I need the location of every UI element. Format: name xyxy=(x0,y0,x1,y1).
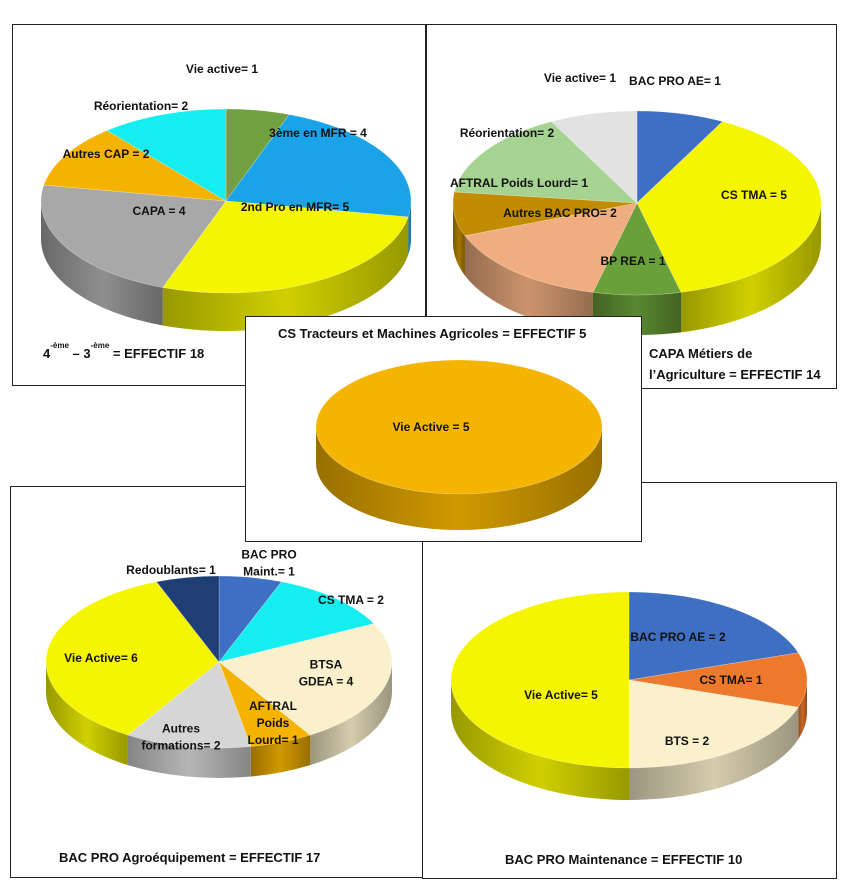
slice-label: Vie active= 1 xyxy=(544,71,616,85)
slice-label: BAC PRO AE = 2 xyxy=(630,630,726,644)
slice-label: CS TMA= 1 xyxy=(699,673,762,687)
pie-slice xyxy=(162,200,409,294)
slice-label: Réorientation= 2 xyxy=(94,99,189,113)
pie-slice xyxy=(550,110,638,204)
pie-slice-side xyxy=(162,216,409,331)
chart-title: 4-ème – 3-ème = EFFECTIF 18 xyxy=(43,341,205,364)
pie-slice xyxy=(155,575,220,663)
pie-slice-side xyxy=(41,201,163,326)
slice-label: Redoublants= 1 xyxy=(126,563,216,577)
chart-panel-4eme-3eme: Vie active= 1 3ème en MFR = 4 2nd Pro en M… xyxy=(12,24,426,386)
slice-label: BTSA GDEA = 4 xyxy=(299,658,354,689)
pie-chart: BAC PRO AE= 1 CS TMA = 5 BP REA = 1 Autres … xyxy=(450,71,822,336)
slice-label: Vie Active= 5 xyxy=(524,688,598,702)
pie-slice xyxy=(464,202,638,293)
slice-label: AFTRAL Poids Lourd= 1 xyxy=(247,699,298,747)
slice-label: CS TMA = 5 xyxy=(721,188,787,202)
pie-slice-side xyxy=(464,235,593,333)
pie-slice xyxy=(127,661,252,749)
slice-label: BTS = 2 xyxy=(665,734,710,748)
pie-slice xyxy=(450,591,630,769)
slice-label: Vie active= 1 xyxy=(186,62,258,76)
chart-title: BAC PRO Agroéquipement = EFFECTIF 17 xyxy=(59,850,321,865)
slice-label: Vie Active= 6 xyxy=(64,651,138,665)
slice-label: BP REA = 1 xyxy=(600,254,665,268)
slice-label: Réorientation= 2 xyxy=(460,126,555,140)
title-line: l’Agriculture = EFFECTIF 14 xyxy=(649,367,821,382)
slice-label: CAPA = 4 xyxy=(132,204,185,218)
pie-slice-side xyxy=(681,203,821,333)
pie-slice xyxy=(592,202,682,296)
pie-slice xyxy=(218,661,311,747)
pie-slice xyxy=(315,359,603,495)
slice-label: Vie Active = 5 xyxy=(392,420,469,434)
title-sup: -ème xyxy=(50,341,69,350)
title-sup: -ème xyxy=(90,341,110,350)
chart-panel-bac-pro-maintenance: BAC PRO AE = 2 CS TMA= 1 BTS = 2 Vie Active… xyxy=(422,482,837,879)
pie-slice xyxy=(40,184,227,288)
title-part: – 3 xyxy=(68,346,91,361)
slice-label: Autres CAP = 2 xyxy=(63,147,150,161)
pie-slice-side xyxy=(798,680,807,740)
pie-chart: Vie active= 1 3ème en MFR = 4 2nd Pro en M… xyxy=(40,62,412,331)
slice-label: AFTRAL Poids Lourd= 1 xyxy=(450,176,588,190)
pie-chart: Vie Active = 5 xyxy=(315,359,603,530)
pie-chart: BAC PRO Maint.= 1 CS TMA = 2 BTSA GDEA = 4AF… xyxy=(45,548,393,778)
title-line: CAPA Métiers de xyxy=(649,346,753,361)
pie-slice xyxy=(453,121,638,204)
slice-label: Autres formations= 2 xyxy=(141,722,220,753)
slice-label: Autres BAC PRO= 2 xyxy=(503,206,617,220)
pie-slice xyxy=(628,591,799,681)
title-part: 4 xyxy=(43,346,51,361)
pie-slice-side xyxy=(127,735,251,778)
pie-slice xyxy=(45,581,220,736)
pie-slice-side xyxy=(316,427,602,530)
pie-slice xyxy=(218,581,375,663)
title-part: = EFFECTIF 18 xyxy=(109,346,205,361)
slice-label: CS TMA = 2 xyxy=(318,593,384,607)
pie-slice xyxy=(43,130,227,202)
pie-slice xyxy=(225,108,290,202)
pie-slice xyxy=(628,652,808,708)
pie-slice-side xyxy=(408,201,411,255)
slice-label: BAC PRO AE= 1 xyxy=(629,74,721,88)
pie-slice xyxy=(636,110,724,204)
pie-slice-side xyxy=(453,203,465,276)
chart-title: CS Tracteurs et Machines Agricoles = EFF… xyxy=(278,326,587,341)
pie-slice-side xyxy=(46,662,128,766)
slice-label: 2nd Pro en MFR= 5 xyxy=(241,200,350,214)
pie-slice xyxy=(628,679,799,769)
pie-slice-side xyxy=(310,662,392,766)
pie-slice-side xyxy=(451,680,629,800)
chart-title: CAPA Métiers de l’Agriculture = EFFECTIF… xyxy=(649,343,821,385)
chart-title: BAC PRO Maintenance = EFFECTIF 10 xyxy=(505,852,743,867)
pie-slice xyxy=(218,575,283,663)
pie-slice-side xyxy=(629,707,799,800)
pie-chart: BAC PRO AE = 2 CS TMA= 1 BTS = 2 Vie Active… xyxy=(450,591,808,800)
pie-slice xyxy=(636,121,822,293)
pie-slice xyxy=(106,108,227,202)
chart-panel-cs-tracteurs: Vie Active = 5 CS Tracteurs et Machines … xyxy=(245,316,642,542)
pie-slice xyxy=(218,623,393,736)
pie-slice-side xyxy=(250,735,311,777)
chart-panel-bac-pro-agro: BAC PRO Maint.= 1 CS TMA = 2 BTSA GDEA = 4 AF… xyxy=(10,486,425,878)
slice-label: 3ème en MFR = 4 xyxy=(269,126,367,140)
pie-slice xyxy=(225,114,412,218)
pie-slice xyxy=(452,191,638,236)
slice-label: BAC PRO Maint.= 1 xyxy=(241,548,296,579)
